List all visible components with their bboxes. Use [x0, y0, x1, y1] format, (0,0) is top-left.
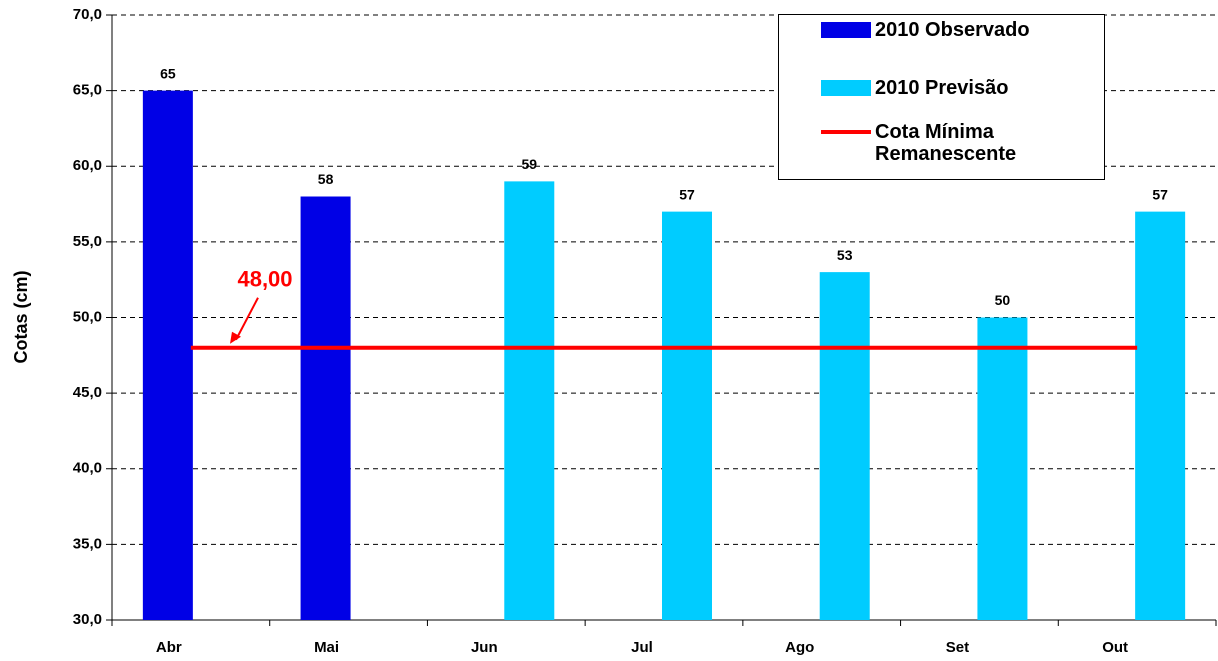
x-tick-label: Set	[946, 639, 969, 656]
bar	[142, 90, 193, 620]
legend-item: 2010 Observado	[821, 19, 1075, 41]
value-label: 53	[837, 247, 853, 263]
y-axis-label: Cotas (cm)	[11, 270, 31, 363]
value-label: 65	[160, 65, 176, 81]
y-tick-label: 55,0	[73, 233, 102, 250]
bar	[1135, 211, 1186, 620]
y-tick-label: 30,0	[73, 611, 102, 628]
legend-label: 2010 Previsão	[875, 77, 1009, 99]
bar	[977, 317, 1028, 620]
y-tick-label: 70,0	[73, 6, 102, 23]
legend-swatch	[821, 130, 871, 134]
legend-swatch	[821, 80, 871, 96]
x-tick-label: Jun	[471, 639, 498, 656]
y-tick-label: 60,0	[73, 157, 102, 174]
x-tick-label: Jul	[631, 639, 653, 656]
legend-item: 2010 Previsão	[821, 77, 1075, 99]
value-label: 57	[679, 186, 695, 202]
y-tick-label: 45,0	[73, 384, 102, 401]
legend-label: Cota Mínima Remanescente	[875, 121, 1017, 165]
x-tick-label: Ago	[785, 639, 814, 656]
legend-item: Cota Mínima Remanescente	[821, 121, 1055, 165]
value-label: 58	[318, 171, 334, 187]
x-tick-label: Mai	[314, 639, 339, 656]
y-tick-label: 35,0	[73, 535, 102, 552]
legend-swatch	[821, 22, 871, 38]
legend: 2010 Observado 2010 Previsão Cota Mínima R…	[778, 14, 1105, 180]
x-tick-label: Abr	[156, 639, 182, 656]
y-tick-label: 65,0	[73, 82, 102, 99]
x-tick-label: Out	[1102, 639, 1128, 656]
y-tick-label: 50,0	[73, 308, 102, 325]
value-label: 50	[995, 292, 1011, 308]
bar	[819, 272, 870, 620]
annotation-arrow	[235, 297, 259, 341]
bar	[504, 181, 555, 620]
bar	[662, 211, 712, 620]
annotation-arrowhead	[230, 331, 241, 344]
bar	[300, 196, 351, 620]
value-label: 57	[1152, 186, 1168, 202]
legend-label: 2010 Observado	[875, 19, 1030, 41]
annotation: 48,00	[237, 267, 292, 292]
value-label: 59	[521, 156, 537, 172]
y-tick-label: 40,0	[73, 460, 102, 477]
